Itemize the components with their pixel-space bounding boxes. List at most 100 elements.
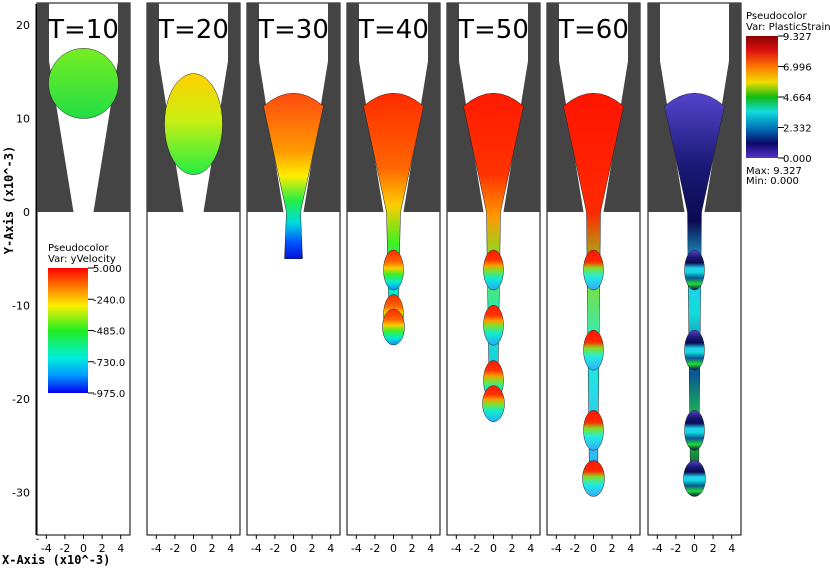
x-axis-ticks: -4 -2 0 2 4 [351, 535, 434, 555]
panel-4: -4 -2 0 2 4 T=40 [346, 2, 441, 555]
droplet-body [48, 48, 119, 119]
jet-bulge [583, 410, 604, 451]
legend-yvelocity-title: Pseudocolor [48, 243, 110, 254]
x-tick-label: 4 [728, 542, 735, 555]
x-tick-label: 2 [609, 542, 616, 555]
x-axis-ticks: -4 -2 0 2 4 [652, 535, 735, 555]
x-tick-label: 2 [209, 542, 216, 555]
x-axis-ticks: -4 -2 0 2 4 [551, 535, 634, 555]
x-axis-ticks: -4 -2 0 2 4 [151, 535, 234, 555]
legend-yvelocity-colorbar [48, 268, 88, 393]
x-tick-label: 0 [590, 542, 597, 555]
y-tick-label: -20 [12, 393, 30, 406]
x-tick-label: 2 [710, 542, 717, 555]
panel-title: T=40 [357, 15, 429, 45]
panel-3: -4 -2 0 2 4 T=30 [246, 2, 341, 555]
x-tick-label: -2 [670, 542, 681, 555]
legend-plasticstrain: Pseudocolor Var: PlasticStrain 9.327 6.99… [746, 11, 830, 187]
x-tick-label: 4 [327, 542, 334, 555]
x-tick-label: 2 [99, 542, 106, 555]
legend-plasticstrain-min: Min: 0.000 [746, 176, 799, 187]
y-axis-label: Y-Axis (x10^-3) [2, 146, 16, 254]
legend-yvelocity: Pseudocolor Var: yVelocity 5.000 -240.0 -4… [48, 243, 125, 400]
legend-yvelocity-label: -730.0 [93, 358, 125, 369]
legend-yvelocity-var: Var: yVelocity [48, 254, 116, 265]
jet-bulge [483, 249, 504, 291]
jet-bulge [684, 410, 705, 451]
jet-tip [482, 385, 505, 422]
jet-bulge [383, 249, 404, 291]
y-tick-label: 20 [16, 19, 30, 32]
x-tick-label: 0 [490, 542, 497, 555]
panel-title: T=50 [457, 15, 529, 45]
x-tick-label: -2 [269, 542, 280, 555]
x-axis-ticks: -4 -2 0 2 4 [41, 535, 124, 555]
x-tick-label: -4 [351, 542, 362, 555]
nozzle-wall-right [93, 3, 130, 212]
y-axis: Y-Axis (x10^-3) 20 10 0 -10 -20 -30 [2, 4, 41, 540]
jet-body [263, 93, 324, 259]
jet-tip [683, 460, 706, 497]
x-tick-label: -4 [652, 542, 663, 555]
y-tick-label: -10 [12, 300, 30, 313]
jet-bulge [483, 304, 504, 346]
x-tick-label: 4 [527, 542, 534, 555]
panel-title: T=10 [47, 15, 119, 45]
legend-yvelocity-label: -240.0 [93, 295, 125, 306]
legend-plasticstrain-label: 0.000 [783, 154, 812, 165]
jet-tip [582, 460, 605, 497]
x-tick-label: -2 [169, 542, 180, 555]
legend-yvelocity-label: -975.0 [93, 389, 125, 400]
legend-plasticstrain-label: 9.327 [783, 32, 812, 43]
x-tick-label: 0 [190, 542, 197, 555]
jet-bulge [684, 249, 705, 291]
legend-plasticstrain-title: Pseudocolor [746, 11, 808, 22]
x-tick-label: -4 [41, 542, 52, 555]
x-tick-label: -4 [451, 542, 462, 555]
legend-plasticstrain-var: Var: PlasticStrain [746, 22, 830, 33]
x-tick-label: 2 [409, 542, 416, 555]
x-tick-label: 0 [691, 542, 698, 555]
x-tick-label: -2 [469, 542, 480, 555]
x-axis-ticks: -4 -2 0 2 4 [451, 535, 534, 555]
panel-6: -4 -2 0 2 4 T=60 [546, 2, 641, 555]
legend-plasticstrain-max: Max: 9.327 [746, 166, 802, 177]
x-tick-label: 4 [627, 542, 634, 555]
legend-plasticstrain-label: 4.664 [783, 93, 812, 104]
x-tick-label: 4 [427, 542, 434, 555]
x-tick-label: 0 [390, 542, 397, 555]
x-tick-label: -4 [151, 542, 162, 555]
panel-2: -4 -2 0 2 4 T=20 [146, 2, 241, 555]
panel-title: T=60 [557, 15, 629, 45]
x-tick-label: -2 [59, 542, 70, 555]
legend-yvelocity-label: -485.0 [93, 327, 125, 338]
x-tick-label: 4 [227, 542, 234, 555]
x-tick-label: 2 [309, 542, 316, 555]
jet-bulge [583, 249, 604, 291]
x-tick-label: 4 [117, 542, 124, 555]
legend-yvelocity-label: 5.000 [93, 264, 122, 275]
y-tick-label: -30 [12, 487, 30, 500]
x-axis-label: X-Axis (x10^-3) [2, 553, 110, 567]
jet-bulge [583, 329, 604, 371]
jet-tip [382, 308, 405, 346]
panel-title: T=30 [257, 15, 329, 45]
x-tick-label: -4 [251, 542, 262, 555]
x-tick-label: -2 [369, 542, 380, 555]
nozzle-wall-left [37, 3, 74, 212]
droplet-body [164, 73, 223, 175]
x-tick-label: 2 [509, 542, 516, 555]
legend-plasticstrain-label: 2.332 [783, 124, 812, 135]
y-tick-label: 0 [23, 206, 30, 219]
x-tick-label: 0 [290, 542, 297, 555]
y-tick-label: 10 [16, 113, 30, 126]
x-axis-ticks: -4 -2 0 2 4 [251, 535, 334, 555]
x-tick-label: -2 [569, 542, 580, 555]
legend-plasticstrain-label: 6.996 [783, 63, 812, 74]
x-tick-label: 0 [80, 542, 87, 555]
panel-7: -4 -2 0 2 4 [647, 2, 742, 555]
jet-bulge [684, 329, 705, 371]
panel-title: T=20 [157, 15, 229, 45]
x-tick-label: -4 [551, 542, 562, 555]
